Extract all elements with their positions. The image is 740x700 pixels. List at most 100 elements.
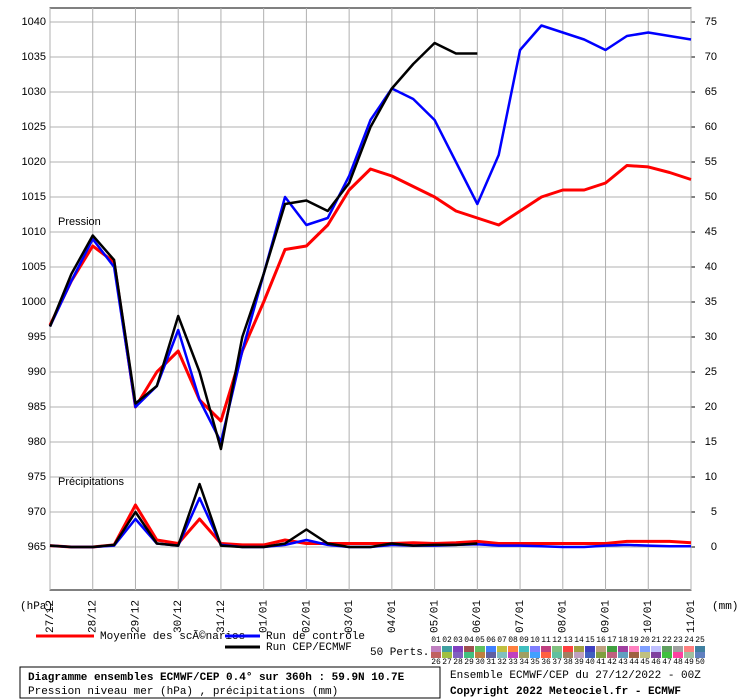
perturbation-swatch — [607, 646, 617, 652]
y2-tick-label: 60 — [705, 121, 717, 133]
perturbation-swatch — [431, 646, 441, 652]
perturbation-swatch — [596, 652, 606, 658]
perturbation-label: 46 — [651, 658, 661, 667]
perturbation-swatch — [464, 646, 474, 652]
y-tick-label: 1000 — [22, 296, 46, 308]
legend-label: Run de contrôle — [266, 631, 365, 643]
x-tick-label: 27/12 — [45, 600, 57, 633]
perturbation-swatch — [662, 646, 672, 652]
perturbation-swatch — [442, 652, 452, 658]
perturbation-swatch — [541, 652, 551, 658]
perturbation-swatch — [651, 652, 661, 658]
perturbation-swatch — [651, 646, 661, 652]
copyright: Copyright 2022 Meteociel.fr - ECMWF — [450, 686, 681, 698]
perturbation-label: 50 — [695, 658, 705, 667]
y2-tick-label: 25 — [705, 366, 717, 378]
perturbation-swatch — [453, 652, 463, 658]
perturbation-label: 31 — [486, 658, 496, 667]
y2-tick-label: 35 — [705, 296, 717, 308]
perturbation-label: 41 — [596, 658, 606, 667]
perturbation-swatch — [541, 646, 551, 652]
perturbation-swatch — [640, 652, 650, 658]
perturbation-swatch — [673, 646, 683, 652]
y-axis-label: (hPa) — [20, 601, 53, 613]
perturbation-swatch — [530, 646, 540, 652]
perturbation-label: 22 — [662, 636, 672, 645]
perturbation-label: 02 — [442, 636, 452, 645]
chart-subtitle: Pression niveau mer (hPa) , précipitatio… — [28, 686, 338, 698]
perturbation-label: 38 — [563, 658, 573, 667]
y-tick-label: 1020 — [22, 156, 46, 168]
annotation: Précipitations — [58, 476, 125, 488]
perturbation-swatch — [695, 652, 705, 658]
perturbation-label: 29 — [464, 658, 474, 667]
y2-tick-label: 55 — [705, 156, 717, 168]
perturbation-label: 25 — [695, 636, 705, 645]
x-tick-label: 07/01 — [515, 600, 527, 633]
perturbation-swatch — [585, 646, 595, 652]
y-tick-label: 1040 — [22, 16, 46, 28]
perturbation-swatch — [508, 646, 518, 652]
x-tick-label: 31/12 — [216, 600, 228, 633]
y2-axis-label: (mm) — [712, 601, 738, 613]
perturbation-label: 28 — [453, 658, 463, 667]
perturbation-swatch — [552, 646, 562, 652]
perturbation-swatch — [475, 652, 485, 658]
perturbation-label: 44 — [629, 658, 639, 667]
precip-line — [49, 503, 692, 549]
perturbation-label: 26 — [431, 658, 441, 667]
perturbation-label: 49 — [684, 658, 694, 667]
y-tick-label: 975 — [28, 471, 46, 483]
x-tick-label: 10/01 — [643, 600, 655, 633]
perturbation-label: 07 — [497, 636, 507, 645]
perturbation-label: 43 — [618, 658, 628, 667]
x-tick-label: 03/01 — [344, 600, 356, 633]
y-tick-label: 965 — [28, 541, 46, 553]
perturbation-label: 32 — [497, 658, 507, 667]
perturbation-swatch — [486, 652, 496, 658]
pressure-line — [48, 41, 478, 451]
perturbation-label: 19 — [629, 636, 639, 645]
y2-tick-label: 20 — [705, 401, 717, 413]
perturbation-label: 39 — [574, 658, 584, 667]
perturbation-label: 30 — [475, 658, 485, 667]
y2-tick-label: 50 — [705, 191, 717, 203]
perturbation-swatch — [684, 652, 694, 658]
run-info: Ensemble ECMWF/CEP du 27/12/2022 - 00Z — [450, 670, 701, 682]
perturbation-swatch — [464, 652, 474, 658]
y2-tick-label: 75 — [705, 16, 717, 28]
y-tick-label: 1030 — [22, 86, 46, 98]
y-tick-label: 985 — [28, 401, 46, 413]
perturbation-label: 13 — [563, 636, 573, 645]
perturbation-label: 33 — [508, 658, 518, 667]
y2-tick-label: 5 — [711, 506, 717, 518]
marks — [48, 24, 692, 549]
x-tick-label: 08/01 — [558, 600, 570, 633]
perturbation-swatch — [695, 646, 705, 652]
perturbation-label: 11 — [541, 636, 551, 645]
perturbation-swatch — [508, 652, 518, 658]
y2-tick-label: 40 — [705, 261, 717, 273]
perturbation-label: 16 — [596, 636, 606, 645]
perturbation-swatch — [585, 652, 595, 658]
perturbation-swatch — [519, 652, 529, 658]
perturbation-swatch — [629, 652, 639, 658]
x-tick-label: 09/01 — [600, 600, 612, 633]
perturbation-label: 15 — [585, 636, 595, 645]
perturbation-swatch — [607, 652, 617, 658]
chart-title: Diagramme ensembles ECMWF/CEP 0.4° sur 3… — [28, 672, 405, 684]
y-tick-label: 995 — [28, 331, 46, 343]
perturbation-label: 37 — [552, 658, 562, 667]
x-tick-label: 06/01 — [472, 600, 484, 633]
perturbation-label: 47 — [662, 658, 672, 667]
precip-line — [49, 482, 478, 549]
legend-label: Moyenne des scÃ©narios — [100, 630, 245, 643]
perturbation-label: 24 — [684, 636, 694, 645]
perturbation-label: 36 — [541, 658, 551, 667]
y-tick-label: 1015 — [22, 191, 46, 203]
perturbation-swatch — [673, 652, 683, 658]
perturbation-swatch — [618, 652, 628, 658]
perturbation-label: 08 — [508, 636, 518, 645]
